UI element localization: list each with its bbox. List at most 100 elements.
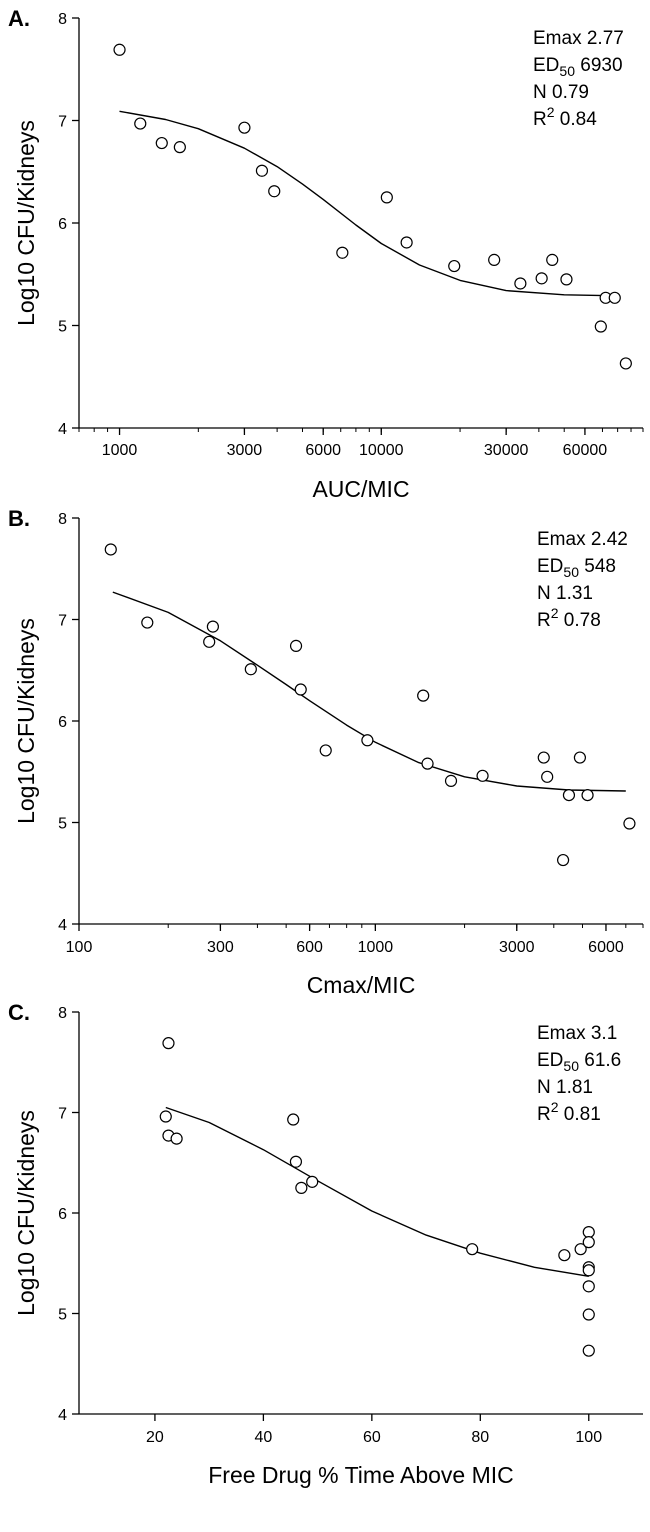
data-point — [562, 788, 576, 802]
x-tick-label: 300 — [207, 939, 234, 956]
data-point — [134, 117, 147, 130]
fit-curve — [165, 1106, 589, 1277]
x-tick-label: 100 — [66, 939, 93, 956]
data-point — [400, 236, 413, 249]
y-tick-label: 6 — [58, 1206, 67, 1223]
data-point — [155, 136, 168, 150]
fit-stat: N 0.79 — [533, 82, 589, 103]
fit-stat: R2 0.78 — [537, 605, 601, 631]
data-point — [537, 751, 550, 764]
fit-stat: Emax 2.42 — [537, 529, 628, 550]
x-tick-label: 3000 — [227, 442, 263, 459]
x-tick-label: 600 — [296, 939, 323, 956]
x-tick-label: 20 — [146, 1429, 164, 1446]
data-point — [573, 751, 587, 764]
data-point — [141, 616, 154, 629]
x-tick-label: 6000 — [305, 442, 341, 459]
data-point — [319, 744, 332, 757]
data-point — [608, 291, 621, 304]
data-point — [361, 734, 374, 747]
y-axis-title: Log10 CFU/Kidneys — [13, 1110, 39, 1316]
data-point — [380, 191, 393, 204]
x-axis-title: AUC/MIC — [312, 476, 409, 502]
data-point — [255, 164, 269, 177]
y-tick-label: 7 — [58, 114, 67, 131]
x-tick-label: 1000 — [358, 939, 394, 956]
x-tick-label: 1000 — [102, 442, 138, 459]
x-tick-label: 6000 — [588, 939, 624, 956]
fit-stat: N 1.31 — [537, 583, 593, 604]
data-point — [162, 1037, 175, 1050]
x-tick-label: 60 — [363, 1429, 381, 1446]
data-point — [306, 1175, 319, 1188]
data-point — [466, 1243, 479, 1256]
y-axis-title: Log10 CFU/Kidneys — [13, 618, 39, 824]
data-point — [104, 543, 117, 556]
y-tick-label: 8 — [58, 1005, 67, 1022]
data-point — [448, 259, 461, 273]
data-point — [488, 253, 501, 266]
data-point — [556, 853, 570, 867]
y-tick-label: 8 — [58, 11, 67, 28]
data-point — [173, 141, 186, 154]
data-point — [289, 639, 303, 652]
data-point — [535, 272, 548, 285]
data-point — [560, 273, 573, 286]
data-point — [582, 1280, 595, 1293]
data-point — [238, 121, 251, 134]
y-tick-label: 5 — [58, 816, 67, 833]
y-tick-label: 4 — [58, 1407, 67, 1424]
x-tick-label: 40 — [254, 1429, 272, 1446]
data-point — [582, 1308, 595, 1321]
panel-letter: C. — [8, 1000, 30, 1025]
data-point — [582, 1264, 595, 1277]
data-point — [170, 1132, 183, 1145]
y-tick-label: 5 — [58, 1307, 67, 1324]
data-point — [287, 1113, 300, 1126]
x-tick-label: 10000 — [359, 442, 404, 459]
y-tick-label: 8 — [58, 511, 67, 528]
fit-stat: N 1.81 — [537, 1077, 593, 1098]
y-axis-title: Log10 CFU/Kidneys — [13, 120, 39, 326]
data-point — [514, 277, 527, 290]
data-point — [582, 1225, 595, 1239]
x-tick-label: 30000 — [484, 442, 529, 459]
data-point — [336, 246, 349, 259]
fit-stat: ED50 61.6 — [537, 1050, 621, 1074]
x-tick-label: 60000 — [563, 442, 608, 459]
data-point — [113, 43, 126, 56]
data-point — [206, 620, 219, 633]
y-tick-label: 7 — [58, 1106, 67, 1123]
data-point — [582, 1344, 595, 1357]
x-tick-label: 100 — [575, 1429, 602, 1446]
y-tick-label: 4 — [58, 917, 67, 934]
fit-curve — [119, 110, 618, 297]
data-point — [623, 817, 636, 830]
fit-stat: ED50 548 — [537, 556, 616, 580]
panel-b: 4 5 6 7 8 100 300 600 1000 3000 6000 Cmax/MIC Log10 … — [8, 506, 644, 998]
data-point — [421, 757, 434, 770]
fit-stat: R2 0.84 — [533, 104, 597, 130]
y-tick-label: 4 — [58, 421, 67, 438]
y-tick-label: 5 — [58, 319, 67, 336]
data-point — [444, 774, 458, 787]
data-point — [541, 770, 554, 783]
data-point — [594, 320, 607, 333]
panel-a: 4 5 6 7 8 1000 3000 6000 10000 30000 60000 AUC/MIC L… — [8, 6, 644, 502]
x-tick-label: 3000 — [499, 939, 535, 956]
fit-stat: ED50 6930 — [533, 55, 623, 79]
panel-letter: B. — [8, 506, 30, 531]
data-point — [295, 1181, 308, 1194]
data-point — [619, 357, 632, 370]
panel-c: 4 5 6 7 8 20 40 60 80 100 Free Drug % Time Above M… — [8, 1000, 643, 1488]
data-point — [582, 1236, 595, 1249]
data-point — [574, 1243, 587, 1256]
y-tick-label: 6 — [58, 714, 67, 731]
fit-curve — [112, 591, 626, 792]
panel-letter: A. — [8, 6, 30, 31]
y-tick-label: 6 — [58, 216, 67, 233]
data-point — [558, 1249, 571, 1262]
data-point — [203, 635, 216, 648]
data-point — [476, 769, 489, 782]
